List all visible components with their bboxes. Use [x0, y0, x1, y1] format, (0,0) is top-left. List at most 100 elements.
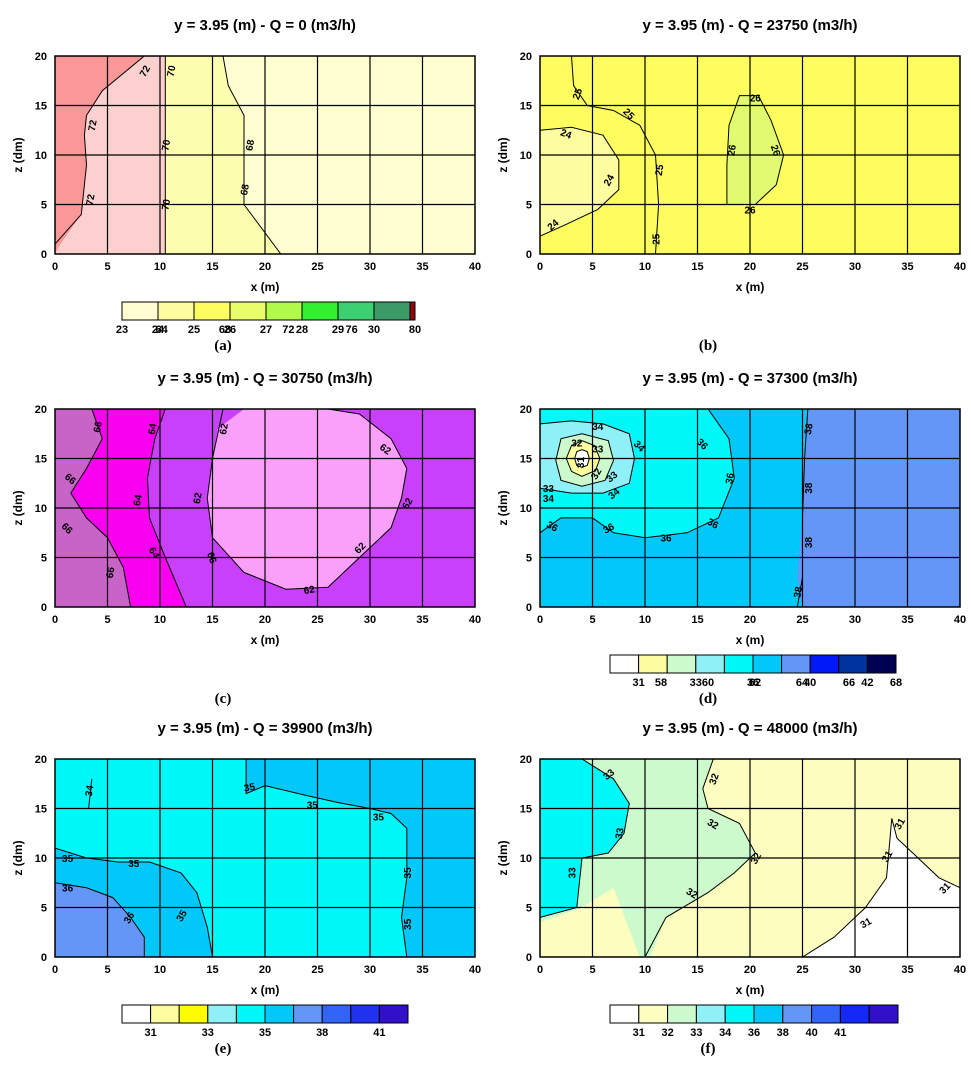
svg-text:64: 64 [146, 546, 161, 562]
contour-label: 36 [705, 517, 721, 532]
plot-frame [539, 758, 961, 958]
colorbar-label: 24 [152, 324, 165, 336]
colorbar-swatch [150, 1004, 180, 1024]
y-tick-label: 5 [41, 200, 47, 212]
contour-line [574, 449, 590, 468]
contour-line [540, 409, 735, 539]
y-tick-label: 10 [35, 150, 47, 162]
contour-label: 68 [239, 183, 252, 196]
colorbar-swatch [193, 301, 231, 321]
panel-title: y = 3.95 (m) - Q = 30750 (m3/h) [157, 370, 372, 387]
panel-caption: (c) [215, 691, 232, 707]
colorbar-label: 58 [655, 677, 667, 689]
colorbar-swatch [667, 1004, 697, 1024]
y-tick-label: 20 [35, 754, 47, 766]
contour-label: 34 [592, 422, 604, 433]
x-tick-label: 20 [744, 261, 756, 273]
x-tick-label: 25 [796, 614, 808, 626]
contour-line [55, 847, 213, 957]
contour-line [206, 409, 408, 590]
contour-label: 24 [559, 128, 574, 142]
svg-text:33: 33 [543, 484, 555, 495]
colorbar-label: 62 [749, 677, 761, 689]
contour-label: 31 [859, 916, 875, 931]
x-axis-label: x (m) [251, 280, 280, 294]
svg-text:38: 38 [803, 422, 816, 435]
x-tick-label: 5 [589, 261, 595, 273]
contour-line [571, 56, 660, 254]
svg-text:66: 66 [92, 420, 105, 433]
svg-text:32: 32 [571, 439, 583, 450]
x-tick-label: 30 [364, 614, 376, 626]
x-tick-label: 0 [537, 964, 543, 976]
x-tick-label: 25 [311, 261, 323, 273]
contour-line [796, 409, 809, 607]
contour-region [726, 95, 784, 205]
x-tick-label: 10 [639, 964, 651, 976]
colorbar-label: 38 [777, 1027, 789, 1039]
colorbar-swatch [723, 654, 754, 674]
colorbar-label: 36 [747, 677, 759, 689]
contour-label: 72 [85, 193, 98, 206]
contour-region [540, 759, 630, 918]
contour-label: 68 [244, 138, 257, 151]
colorbar-swatch [609, 1004, 640, 1024]
x-tick-label: 40 [469, 614, 481, 626]
x-axis-label: x (m) [736, 633, 765, 647]
contour-label: 38 [792, 585, 805, 598]
panel-title: y = 3.95 (m) - Q = 48000 (m3/h) [642, 720, 857, 737]
colorbar-label: 38 [316, 1027, 328, 1039]
colorbar-label: 40 [805, 1027, 817, 1039]
x-axis-label: x (m) [736, 983, 765, 997]
contour-label: 62 [218, 422, 231, 435]
contour-label: 26 [744, 205, 756, 216]
contour-label: 38 [804, 537, 815, 549]
contour-label: 25 [654, 163, 667, 176]
svg-text:35: 35 [307, 801, 319, 812]
colorbar-swatch [724, 1004, 755, 1024]
x-tick-label: 35 [416, 261, 428, 273]
plot-frame [54, 758, 476, 958]
colorbar-label: 33 [202, 1027, 214, 1039]
contour-line [245, 759, 408, 957]
svg-text:32: 32 [708, 772, 722, 787]
colorbar-label: 76 [346, 324, 358, 336]
colorbar-label: 25 [188, 324, 200, 336]
contour-label: 36 [544, 520, 560, 535]
svg-text:62: 62 [192, 491, 205, 504]
colorbar-swatch [695, 1004, 726, 1024]
plot-frame [539, 55, 961, 255]
y-tick-label: 20 [520, 404, 532, 416]
contour-label: 31 [576, 457, 587, 469]
x-tick-label: 5 [104, 261, 110, 273]
contour-region [207, 409, 407, 590]
x-axis-label: x (m) [251, 633, 280, 647]
colorbar: 31 32 33 34 36 38 40 41 [609, 1004, 899, 1039]
contour-label: 31 [893, 816, 908, 832]
contour-label: 33 [592, 445, 604, 456]
svg-text:32: 32 [589, 466, 604, 482]
svg-text:34: 34 [543, 494, 555, 505]
contour-label: 66 [105, 566, 118, 579]
colorbar-label: 28 [296, 324, 308, 336]
contour-label: 25 [571, 87, 585, 102]
svg-text:33: 33 [568, 867, 579, 879]
y-tick-label: 10 [520, 150, 532, 162]
y-tick-label: 0 [526, 249, 532, 261]
svg-text:70: 70 [166, 64, 179, 77]
contour-label: 62 [401, 496, 416, 512]
colorbar-swatch [868, 1004, 899, 1024]
x-tick-label: 30 [364, 964, 376, 976]
svg-text:70: 70 [160, 138, 173, 151]
y-axis-label: z (dm) [496, 840, 510, 875]
colorbar-label: 68 [890, 677, 902, 689]
contour-label: 33 [568, 867, 579, 879]
svg-text:62: 62 [401, 496, 416, 512]
colorbar-swatch [838, 654, 868, 674]
svg-text:38: 38 [804, 537, 815, 549]
colorbar-swatch [666, 654, 697, 674]
svg-text:36: 36 [724, 472, 737, 485]
contour-label: 32 [589, 466, 604, 482]
